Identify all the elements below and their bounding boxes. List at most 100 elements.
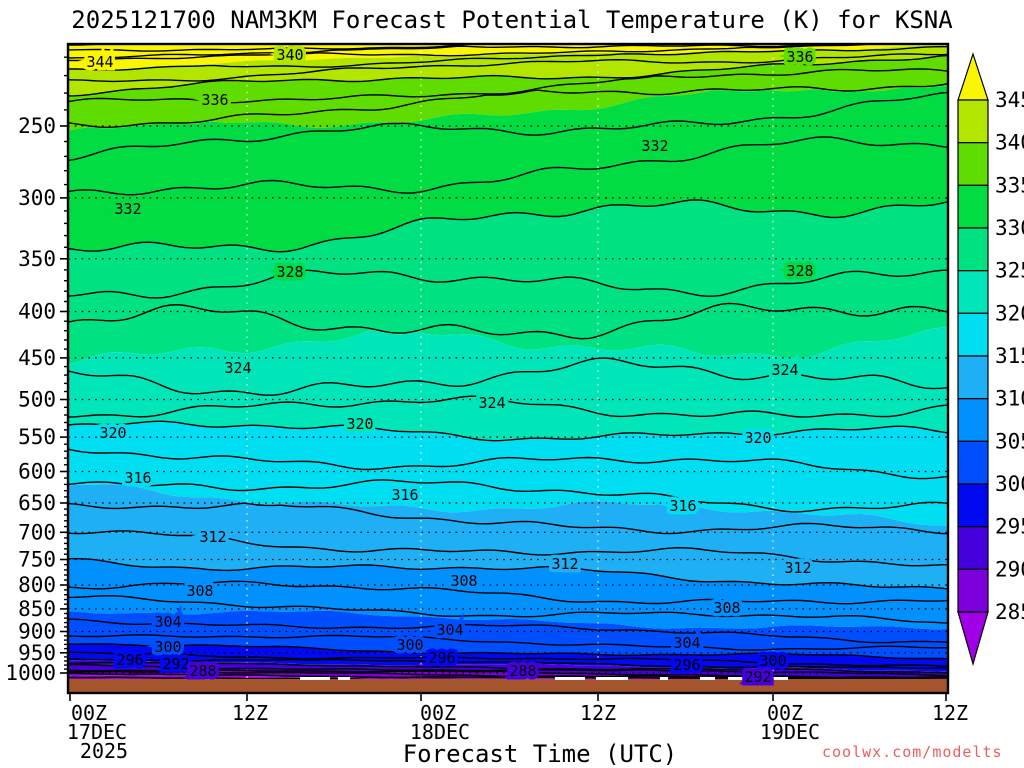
contour-label-324: 324 (771, 361, 798, 379)
x-tick-label: 00Z (767, 701, 803, 725)
x-axis-title: Forecast Time (UTC) (402, 740, 678, 768)
contour-line-344 (68, 46, 948, 71)
contour-line-288 (68, 671, 948, 680)
x-tick-label: 12Z (580, 701, 616, 725)
contour-label-320: 320 (744, 429, 771, 447)
contour-line-332 (68, 136, 948, 196)
contour-label-320: 320 (346, 415, 373, 433)
contour-label-324: 324 (478, 394, 505, 412)
contour-line-338 (68, 68, 948, 104)
x-tick-label: 17DEC (67, 720, 127, 744)
colorbar-segment (957, 526, 989, 571)
x-tick-label: 19DEC (760, 720, 820, 744)
contour-line-306 (68, 595, 948, 624)
y-tick-label: 600 (18, 460, 56, 484)
contour-line-336 (68, 82, 948, 129)
contour-line-286 (68, 672, 948, 682)
band-325-330 (68, 199, 948, 365)
contour-label-332: 332 (114, 200, 141, 218)
colorbar-segment (957, 99, 989, 144)
band-330-335 (68, 85, 948, 252)
band-315-320 (68, 421, 948, 526)
y-tick-label: 800 (18, 573, 56, 597)
y-tick-label: 850 (18, 597, 56, 621)
y-tick-label: 700 (18, 520, 56, 544)
colorbar-tick-label: 320 (995, 301, 1024, 325)
contour-line-298 (68, 651, 948, 667)
contour-label-328: 328 (786, 262, 813, 280)
colorbar-under-arrow (957, 611, 989, 667)
contour-line-302 (68, 634, 948, 651)
colorbar-tick-label: 300 (995, 472, 1024, 496)
contour-label-288: 288 (509, 662, 536, 680)
colorbar-tick-label: 290 (995, 557, 1024, 581)
colorbar-tick-label: 335 (995, 173, 1024, 197)
contour-line-294 (68, 661, 948, 674)
contour-label-316: 316 (391, 486, 418, 504)
contour-label-296: 296 (428, 649, 455, 667)
contour-label-288: 288 (189, 662, 216, 680)
colorbar-segment (957, 440, 989, 485)
contour-label-340: 340 (276, 46, 303, 64)
contour-line-316 (68, 479, 948, 513)
contour-label-316: 316 (124, 469, 151, 487)
contour-label-300: 300 (154, 638, 181, 656)
contour-lines (68, 44, 948, 684)
colorbar-segment (957, 398, 989, 443)
y-tick-label: 550 (18, 425, 56, 449)
y-tick-label: 500 (18, 388, 56, 412)
contour-line-290 (68, 669, 948, 679)
contour-label-300: 300 (396, 636, 423, 654)
contour-label-304: 304 (154, 613, 181, 631)
contour-label-312: 312 (551, 555, 578, 573)
y-tick-label: 350 (18, 247, 56, 271)
plot-frame (66, 42, 950, 695)
contour-line-322 (68, 395, 948, 418)
colorbar-tick-label: 315 (995, 344, 1024, 368)
y-axis: 2503003504004505005506006507007508008509… (5, 56, 68, 685)
y-tick-label: 300 (18, 186, 56, 210)
contour-label-312: 312 (784, 559, 811, 577)
contour-label-300: 300 (759, 652, 786, 670)
band-300-305 (68, 610, 948, 659)
y-tick-label: 400 (18, 300, 56, 324)
band-over (68, 44, 948, 70)
contour-line-342 (68, 53, 948, 83)
colorbar-segment (957, 483, 989, 528)
contour-label-308: 308 (713, 599, 740, 617)
x-tick-label: 18DEC (410, 720, 470, 744)
y-tick-label: 950 (18, 641, 56, 665)
colorbar-tick-label: 330 (995, 216, 1024, 240)
band-340-345 (68, 45, 948, 96)
colorbar-segment (957, 568, 989, 613)
contour-line-346 (68, 44, 878, 62)
colorbar-tick-label: 340 (995, 131, 1024, 155)
watermark-link[interactable]: coolwx.com/modelts (822, 743, 1003, 761)
contour-line-292 (68, 663, 948, 677)
contour-line-300 (68, 643, 948, 660)
x-tick-label: 2025 (80, 739, 128, 763)
colorbar-tick-label: 295 (995, 515, 1024, 539)
contour-label-320: 320 (99, 424, 126, 442)
contour-label-328: 328 (276, 263, 303, 281)
contour-line-340 (68, 54, 948, 97)
colorbar-tick-label: 285 (995, 600, 1024, 624)
contour-label-332: 332 (641, 137, 668, 155)
contour-line-330 (68, 199, 948, 253)
plot-area: 344 340 336 336 332 332 328 328 324 324 324 320 320 3… (68, 44, 948, 693)
contour-label-304: 304 (673, 634, 700, 652)
contour-line-326 (68, 302, 948, 340)
colorbar-segment (957, 312, 989, 357)
colorbar-segment (957, 142, 989, 186)
contour-label-344: 344 (86, 53, 113, 71)
contour-line-328 (68, 269, 948, 299)
colorbar-over-arrow (957, 52, 989, 101)
contour-label-312: 312 (199, 528, 226, 546)
colorbar-tick-label: 305 (995, 429, 1024, 453)
contour-line-296 (68, 658, 948, 669)
band-295-300 (68, 643, 948, 672)
colorbar-tick-label: 325 (995, 259, 1024, 283)
y-tick-label: 900 (18, 620, 56, 644)
